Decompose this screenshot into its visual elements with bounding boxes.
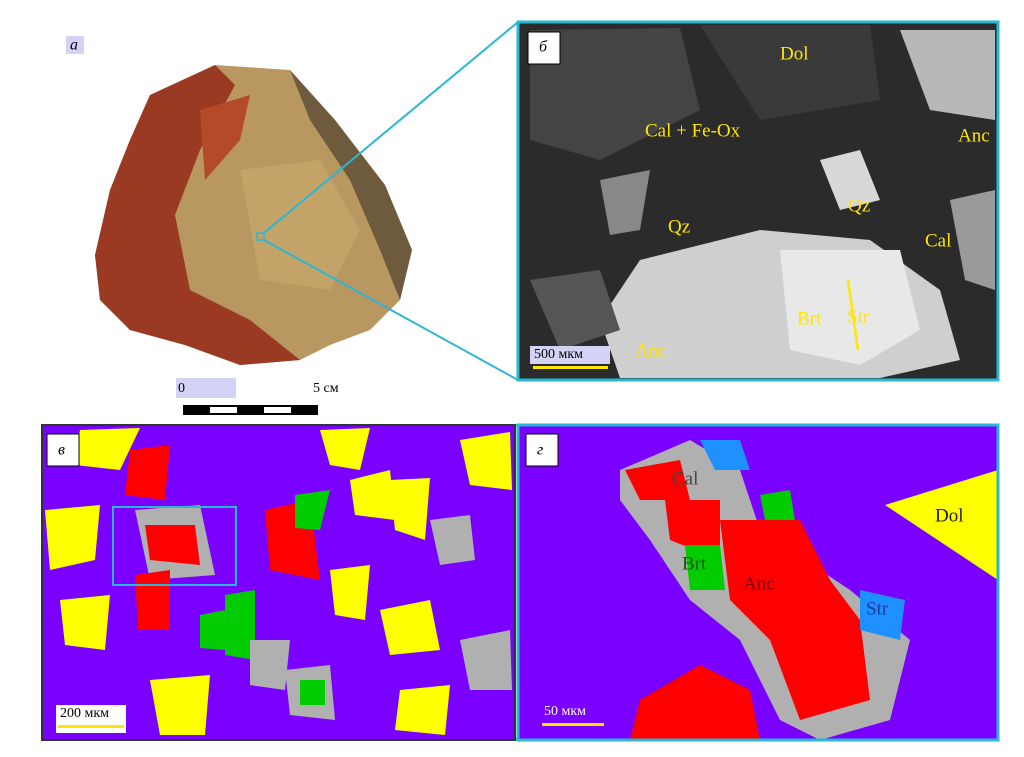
annotation: Dol xyxy=(935,505,964,526)
bse-image xyxy=(516,20,1000,382)
annotation: Str xyxy=(847,306,870,327)
annotation: Brt xyxy=(682,553,707,574)
annotation: Anc xyxy=(958,125,990,146)
panel-label: б xyxy=(539,39,548,56)
scale-bar xyxy=(533,366,608,369)
label-box xyxy=(56,705,126,733)
annotation: Anc xyxy=(635,340,667,361)
panel-label: а xyxy=(70,37,78,54)
phase-map xyxy=(516,423,1000,742)
scale-bar xyxy=(542,723,604,726)
label-box xyxy=(66,36,84,54)
annotation: Dol xyxy=(780,43,809,64)
annotation: Str xyxy=(866,598,889,619)
annotation: Cal xyxy=(925,230,951,251)
phase-map xyxy=(41,424,516,741)
annotation: Qz xyxy=(848,195,870,216)
scale-label: 50 мкм xyxy=(544,704,586,719)
annotation: Cal + Fe-Ox xyxy=(645,120,741,141)
scale-label: 5 см xyxy=(313,381,339,396)
annotation: Brt xyxy=(797,308,822,329)
rock-photo xyxy=(95,65,412,365)
annotation: Qz xyxy=(668,216,690,237)
scale-label: 200 мкм xyxy=(60,706,109,721)
label-box xyxy=(176,378,236,398)
scale-label: 500 мкм xyxy=(534,347,583,362)
scale-label: 0 xyxy=(178,381,185,396)
label-box xyxy=(530,346,610,364)
panel-label: в xyxy=(58,442,65,459)
scale-bar xyxy=(58,725,124,728)
annotation: Cal xyxy=(672,468,698,489)
annotation: Anc xyxy=(743,573,775,594)
scale-bar xyxy=(183,405,318,415)
panel-label: г xyxy=(537,442,543,459)
